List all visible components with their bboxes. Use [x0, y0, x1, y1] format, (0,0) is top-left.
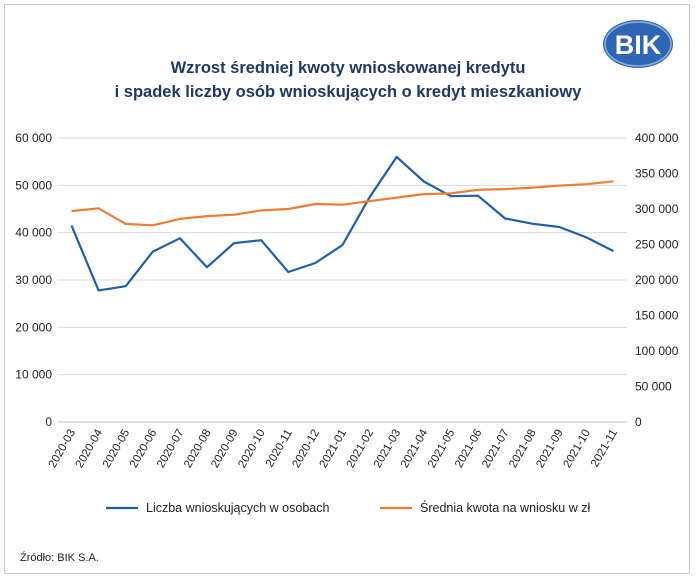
- y-left-tick-label: 50 000: [15, 178, 52, 192]
- chart-title-line1: Wzrost średniej kwoty wnioskowanej kredy…: [170, 59, 526, 77]
- y-right-tick-label: 300 000: [635, 202, 679, 216]
- x-tick-label: 2021-11: [589, 428, 620, 470]
- chart-title-line2: i spadek liczby osób wnioskujących o kre…: [114, 83, 582, 101]
- y-left-tick-label: 10 000: [15, 368, 52, 382]
- logo-badge: [603, 20, 673, 68]
- y-right-tick-label: 150 000: [635, 309, 679, 323]
- y-left-tick-label: 0: [45, 415, 52, 429]
- logo-text: BIK: [615, 30, 662, 60]
- series-line-average-amount: [71, 180, 614, 227]
- y-left-tick-label: 30 000: [15, 273, 52, 287]
- series-line-applicants: [70, 155, 614, 292]
- y-right-tick-label: 400 000: [635, 131, 679, 145]
- y-left-tick-label: 20 000: [15, 320, 52, 334]
- y-right-tick-label: 100 000: [635, 344, 679, 358]
- bik-logo: BIK: [603, 20, 673, 68]
- y-right-tick-label: 350 000: [635, 167, 679, 181]
- y-right-tick-label: 50 000: [635, 380, 672, 394]
- y-right-tick-label: 0: [635, 415, 642, 429]
- legend-label: Średnia kwota na wniosku w zł: [420, 500, 590, 515]
- chart-title: Wzrost średniej kwoty wnioskowanej kredy…: [0, 56, 696, 104]
- legend-label: Liczba wnioskujących w osobach: [146, 501, 329, 515]
- y-right-tick-label: 250 000: [635, 238, 679, 252]
- line-chart: 0 10 000 20 000 30 000 40 000 50 000 60 000 0 50…: [15, 131, 679, 515]
- y-right-tick-label: 200 000: [635, 273, 679, 287]
- y-left-tick-label: 40 000: [15, 226, 52, 240]
- source-note: Źródło: BIK S.A.: [20, 552, 99, 564]
- y-left-tick-label: 60 000: [15, 131, 52, 145]
- chart-frame: [4, 4, 690, 574]
